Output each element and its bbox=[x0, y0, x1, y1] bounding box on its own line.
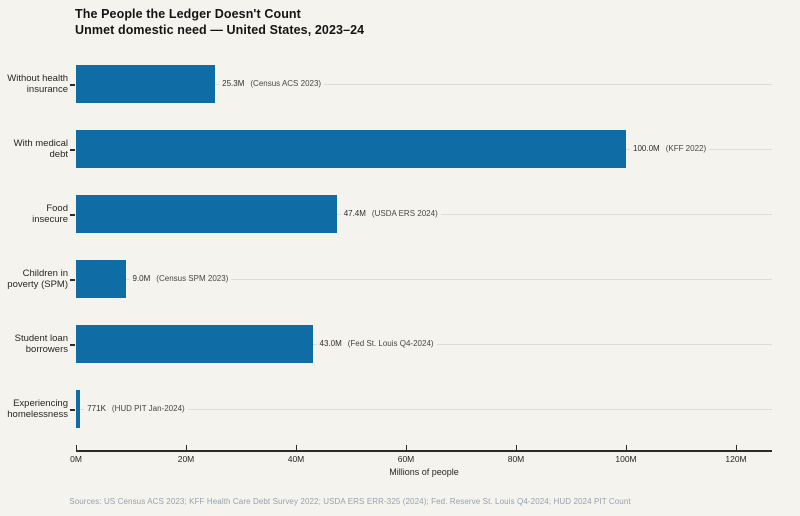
x-axis-tick-label: 20M bbox=[177, 454, 195, 464]
bar bbox=[76, 325, 313, 363]
y-axis-tick bbox=[70, 279, 75, 281]
bar-value-label: 47.4M bbox=[343, 209, 366, 218]
x-axis-tick-label: 80M bbox=[507, 454, 525, 464]
y-axis-tick bbox=[70, 84, 75, 86]
y-axis-tick bbox=[70, 149, 75, 151]
bar-source-label: (Fed St. Louis Q4-2024) bbox=[347, 339, 434, 348]
row-leader-line bbox=[76, 278, 772, 280]
category-label: Experiencing homelessness bbox=[7, 397, 68, 421]
source-footer: Sources: US Census ACS 2023; KFF Health … bbox=[69, 497, 631, 506]
bar bbox=[76, 390, 81, 428]
x-axis-line bbox=[76, 450, 772, 452]
bar-value-annotation: 47.4M (USDA ERS 2024) bbox=[340, 208, 441, 220]
x-axis-tick bbox=[76, 445, 78, 450]
x-axis-tick-label: 40M bbox=[287, 454, 305, 464]
bar-value-label: 25.3M bbox=[222, 79, 245, 88]
bar-value-label: 43.0M bbox=[319, 339, 342, 348]
x-axis-tick bbox=[736, 445, 738, 450]
x-axis-tick bbox=[296, 445, 298, 450]
x-axis-tick-label: 0M bbox=[70, 454, 82, 464]
category-label: With medical debt bbox=[13, 137, 68, 161]
x-axis-tick-label: 60M bbox=[397, 454, 415, 464]
x-axis-tick bbox=[406, 445, 408, 450]
x-axis-title: Millions of people bbox=[389, 467, 459, 477]
bar-value-annotation: 43.0M (Fed St. Louis Q4-2024) bbox=[316, 338, 437, 350]
bar-value-label: 100.0M bbox=[633, 144, 660, 153]
chart-subtitle: Unmet domestic need — United States, 202… bbox=[75, 22, 365, 37]
x-axis-tick bbox=[626, 445, 628, 450]
category-label: Student loan borrowers bbox=[14, 332, 68, 356]
x-axis-tick bbox=[516, 445, 518, 450]
x-axis-tick-label: 120M bbox=[725, 454, 747, 464]
bar-source-label: (USDA ERS 2024) bbox=[371, 209, 438, 218]
bar-value-label: 9.0M bbox=[132, 274, 151, 283]
bar bbox=[76, 195, 337, 233]
bar-source-label: (Census ACS 2023) bbox=[250, 79, 322, 88]
category-label: Children in poverty (SPM) bbox=[7, 267, 68, 291]
bar bbox=[76, 260, 126, 298]
bar-value-annotation: 771K (HUD PIT Jan-2024) bbox=[84, 403, 188, 415]
bar bbox=[76, 130, 626, 168]
bar-value-annotation: 9.0M (Census SPM 2023) bbox=[129, 273, 232, 285]
bar-source-label: (HUD PIT Jan-2024) bbox=[111, 404, 185, 413]
bar bbox=[76, 65, 216, 103]
row-leader-line bbox=[76, 408, 772, 410]
category-label: Food insecure bbox=[32, 202, 68, 226]
y-axis-tick bbox=[70, 409, 75, 411]
bar-source-label: (KFF 2022) bbox=[665, 144, 707, 153]
chart-title: The People the Ledger Doesn't Count bbox=[75, 7, 301, 21]
chart-title-block: The People the Ledger Doesn't Count Unme… bbox=[75, 7, 364, 38]
x-axis-tick-label: 100M bbox=[615, 454, 637, 464]
y-axis-tick bbox=[70, 214, 75, 216]
bar-value-label: 771K bbox=[87, 404, 106, 413]
category-label: Without health insurance bbox=[7, 72, 68, 96]
bar-value-annotation: 100.0M (KFF 2022) bbox=[630, 143, 710, 155]
bar-source-label: (Census SPM 2023) bbox=[156, 274, 229, 283]
x-axis-tick bbox=[186, 445, 188, 450]
bar-value-annotation: 25.3M (Census ACS 2023) bbox=[219, 78, 325, 90]
row-leader-line bbox=[76, 83, 772, 85]
y-axis-tick bbox=[70, 344, 75, 346]
